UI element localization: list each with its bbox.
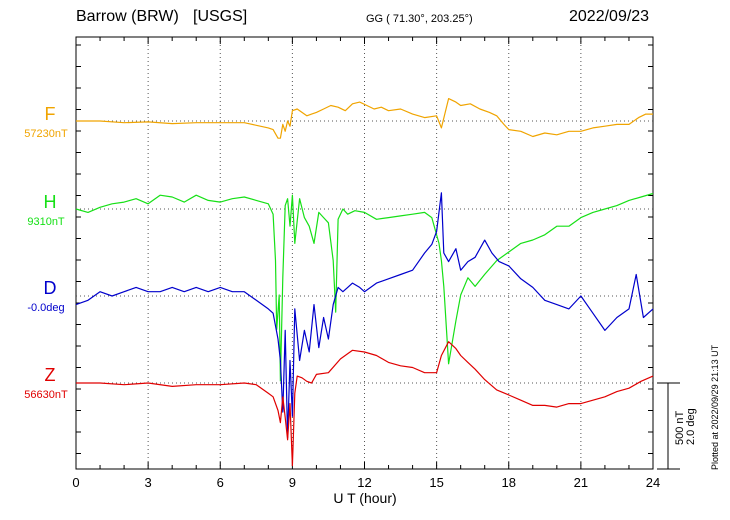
x-tick-label: 9	[289, 475, 296, 490]
station-title: Barrow (BRW)	[76, 8, 179, 25]
series-baseline-h: 9310nT	[27, 216, 65, 228]
series-line-f	[76, 98, 653, 139]
x-tick-label: 12	[357, 475, 371, 490]
x-tick-label: 18	[502, 475, 516, 490]
coordinates-label: GG ( 71.30°, 203.25°)	[366, 13, 473, 25]
series-baseline-f: 57230nT	[24, 128, 68, 140]
date-label: 2022/09/23	[569, 8, 650, 25]
x-axis-label: U T (hour)	[333, 490, 396, 506]
series-lines	[75, 98, 654, 467]
series-name-f: F	[45, 104, 56, 124]
x-tick-label: 3	[145, 475, 152, 490]
x-tick-label: 0	[72, 475, 79, 490]
series-name-h: H	[44, 192, 57, 212]
x-tick-label: 6	[217, 475, 224, 490]
scale-bar-deg-label: 2.0 deg	[685, 408, 697, 445]
series-name-z: Z	[45, 365, 56, 385]
series-line-d	[75, 192, 654, 439]
series-line-z	[76, 341, 654, 467]
grid-lines	[76, 37, 653, 469]
plotted-at-note: Plotted at 2022/09/29 21:13 UT	[710, 344, 720, 470]
series-labels: F 57230nT H 9310nT D -0.0deg Z 56630nT	[24, 104, 68, 401]
scale-bar: 500 nT 2.0 deg	[657, 382, 697, 470]
series-baseline-d: -0.0deg	[27, 302, 64, 314]
scale-bar-nt-label: 500 nT	[674, 410, 686, 445]
series-baseline-z: 56630nT	[24, 389, 68, 401]
x-tick-label: 24	[646, 475, 660, 490]
x-tick-label: 15	[429, 475, 443, 490]
series-name-d: D	[44, 278, 57, 298]
x-tick-labels: 0 3 6 9 12 15 18 21 24	[72, 475, 660, 490]
x-tick-label: 21	[574, 475, 588, 490]
series-line-h	[75, 192, 654, 382]
source-label: [USGS]	[193, 8, 248, 25]
